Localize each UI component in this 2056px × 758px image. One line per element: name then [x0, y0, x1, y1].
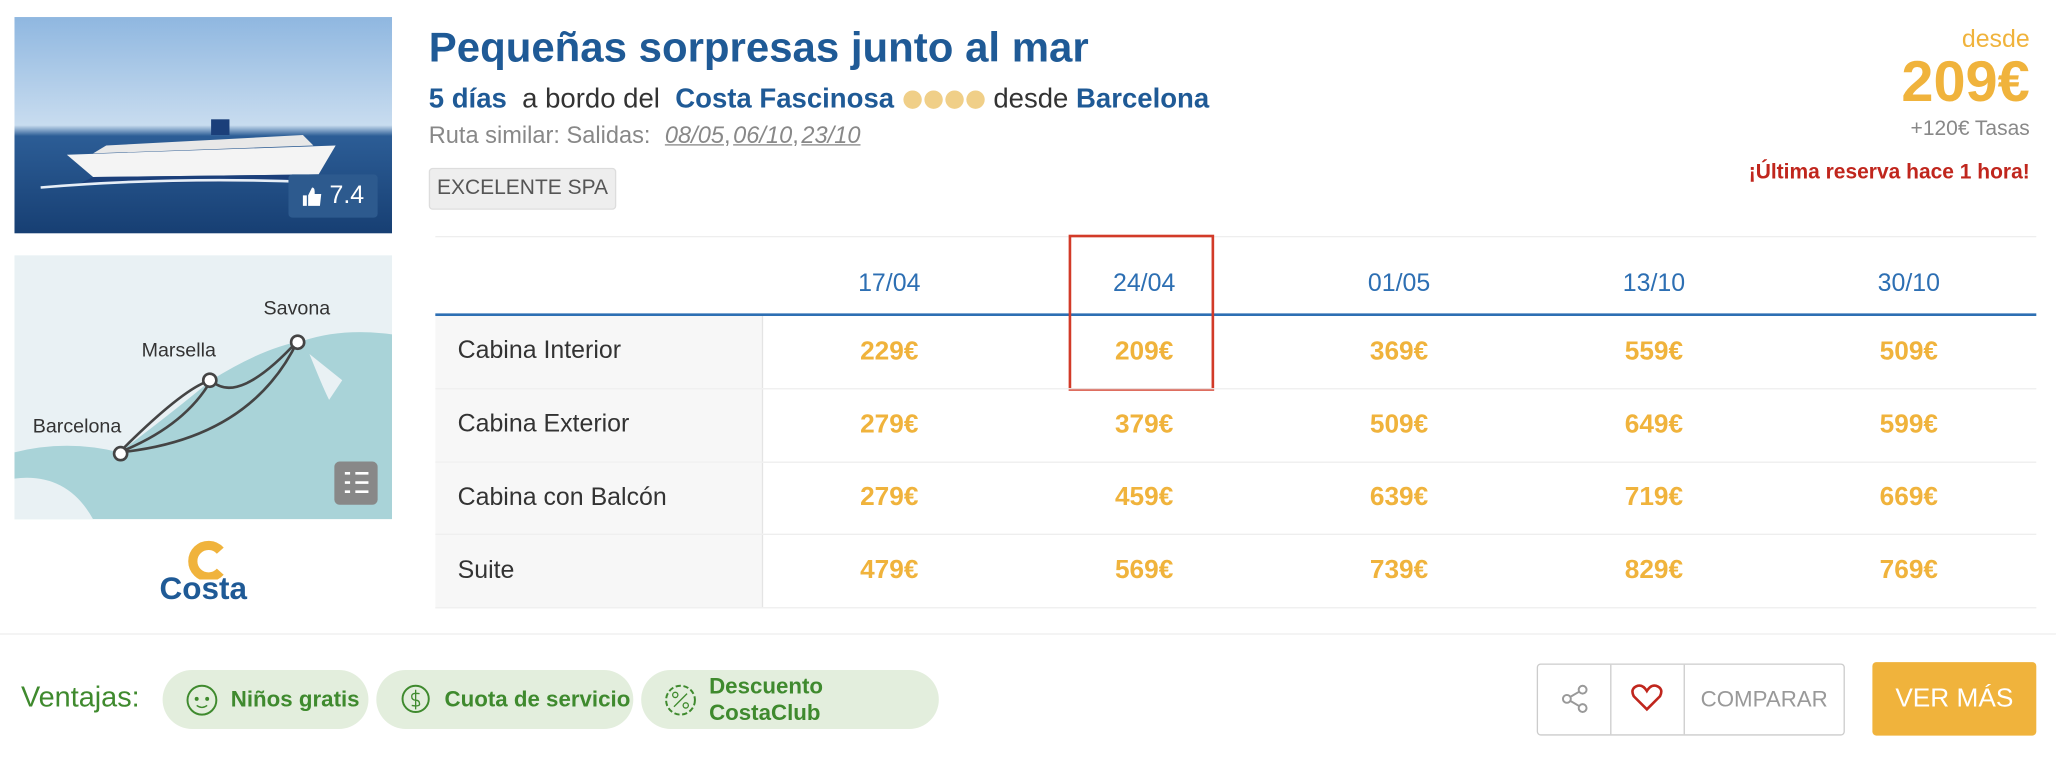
- price-cell[interactable]: 209€: [1114, 336, 1174, 366]
- highlight: [1068, 234, 1215, 391]
- action-group: [1536, 663, 1845, 736]
- subtitle: 5 días a bordo del Costa Fascinosa desde…: [429, 84, 1209, 115]
- price-cell[interactable]: 229€: [860, 336, 919, 366]
- advantage-text: Niños gratis: [230, 686, 360, 712]
- aboard: a bordo del: [522, 83, 660, 115]
- row-rule: [435, 461, 2037, 463]
- price-cell[interactable]: 479€: [860, 556, 919, 586]
- brand-logo-mark: [188, 540, 224, 580]
- duration: 5 días: [428, 83, 507, 115]
- thumb-icon: [303, 186, 322, 206]
- ship-stars: [903, 90, 985, 109]
- route-map[interactable]: Savona Marsella Barcelona: [14, 255, 393, 520]
- urgency: ¡Última reserva hace 1 hora!: [1748, 161, 2030, 184]
- price-cell[interactable]: 509€: [1879, 336, 1938, 366]
- row-rule: [435, 534, 2037, 536]
- share-button[interactable]: [1559, 683, 1590, 714]
- column-header[interactable]: 24/04: [1112, 270, 1176, 298]
- tag: EXCELENTE SPA: [428, 167, 617, 210]
- map-label: Barcelona: [33, 416, 122, 438]
- route-label: Ruta similar: Salidas:: [428, 121, 651, 149]
- row-rule: [435, 387, 2037, 390]
- separator: ,: [792, 121, 799, 149]
- advantage[interactable]: Niños gratis: [162, 670, 369, 730]
- title[interactable]: Pequeñas sorpresas junto al mar: [428, 23, 1089, 71]
- ship: Costa Fascinosa: [675, 83, 895, 115]
- column-header[interactable]: 17/04: [858, 270, 921, 298]
- separator: ,: [723, 121, 731, 149]
- ship-photo[interactable]: [14, 17, 393, 234]
- column-header[interactable]: 30/10: [1877, 270, 1941, 298]
- rating: 7.4: [329, 181, 365, 210]
- advantages-label: Ventajas:: [20, 680, 140, 714]
- route-date[interactable]: 08/05: [664, 121, 724, 149]
- from: desde: [993, 83, 1069, 115]
- price-cell[interactable]: 379€: [1114, 409, 1174, 439]
- price-cell[interactable]: 559€: [1624, 336, 1684, 366]
- price-cell[interactable]: 649€: [1624, 409, 1684, 439]
- icon: [186, 684, 218, 715]
- price-cell[interactable]: 599€: [1879, 409, 1938, 439]
- price-cell[interactable]: 459€: [1114, 483, 1174, 513]
- price-cell[interactable]: 739€: [1369, 556, 1429, 586]
- icon: [665, 684, 696, 715]
- compare-button[interactable]: COMPARAR: [1700, 686, 1828, 712]
- advantage[interactable]: Descuento CostaClub: [641, 670, 939, 730]
- route-date[interactable]: 23/10: [801, 121, 861, 149]
- price-cell[interactable]: 719€: [1624, 483, 1684, 513]
- price-cell[interactable]: 639€: [1369, 483, 1429, 513]
- map-label: Marsella: [142, 340, 216, 362]
- taxes: +120€ Tasas: [1910, 118, 2030, 141]
- route-date[interactable]: 06/10: [733, 121, 793, 149]
- row-label: Cabina Exterior: [435, 389, 764, 462]
- row-label: Cabina con Balcón: [435, 462, 764, 535]
- cta-button[interactable]: VER MÁS: [1872, 662, 2037, 736]
- rating-badge: 7.4: [288, 174, 378, 218]
- divider: [1610, 664, 1612, 735]
- divider: [0, 633, 2056, 635]
- icon: [401, 684, 430, 713]
- advantage-text: Descuento CostaClub: [709, 673, 824, 725]
- divider: [435, 236, 2037, 238]
- price-cell[interactable]: 369€: [1369, 336, 1429, 366]
- advantage-text: Cuota de servicio: [444, 686, 631, 712]
- row-rule: [435, 607, 2037, 609]
- route-line: Ruta similar: Salidas: 08/05, 06/10, 23/10: [429, 122, 861, 150]
- row-label: Cabina Interior: [435, 315, 764, 388]
- column-header[interactable]: 13/10: [1622, 270, 1686, 298]
- price-cell[interactable]: 279€: [860, 409, 919, 439]
- header-rule: [435, 313, 2037, 316]
- price-cell[interactable]: 669€: [1879, 483, 1938, 513]
- column-header[interactable]: 01/05: [1367, 270, 1431, 298]
- divider: [1683, 664, 1685, 735]
- price-cell[interactable]: 279€: [860, 483, 919, 513]
- price-cell[interactable]: 769€: [1879, 556, 1938, 586]
- price: 209€: [1901, 49, 2030, 115]
- map-label: Savona: [264, 298, 331, 320]
- price-from: desde: [1961, 26, 2030, 54]
- port: Barcelona: [1076, 83, 1210, 115]
- price-cell[interactable]: 569€: [1114, 556, 1174, 586]
- row-label: Suite: [435, 535, 764, 608]
- price-cell[interactable]: 829€: [1624, 556, 1684, 586]
- favorite-button[interactable]: [1630, 682, 1664, 713]
- brand: Costa: [159, 571, 247, 608]
- advantage[interactable]: Cuota de servicio: [376, 670, 634, 730]
- price-cell[interactable]: 509€: [1369, 409, 1429, 439]
